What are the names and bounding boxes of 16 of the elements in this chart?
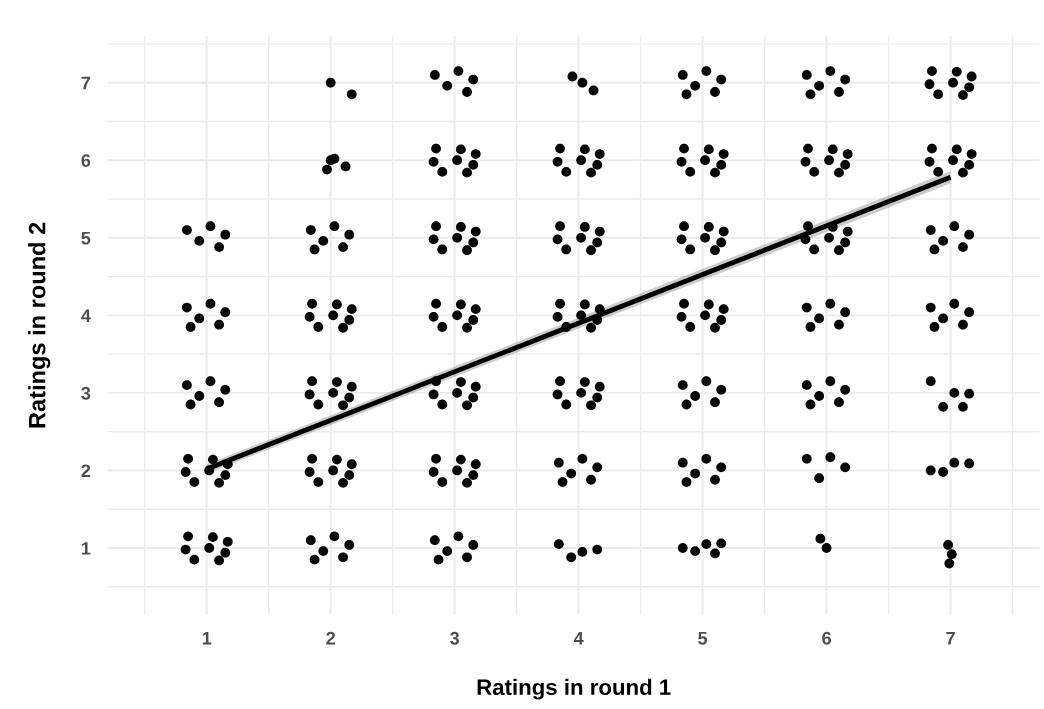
x-tick-label: 2: [326, 631, 335, 645]
x-tick-label: 6: [822, 631, 831, 645]
y-tick-label: 5: [81, 231, 91, 245]
y-tick-label: 4: [81, 309, 91, 322]
y-tick-label: 2: [81, 464, 91, 477]
x-axis-title: Ratings in round 1: [477, 678, 671, 700]
y-tick-label: 3: [81, 386, 91, 400]
x-tick-label: 5: [698, 632, 708, 645]
x-tick-label: 7: [946, 632, 955, 645]
x-tick-label: 1: [202, 632, 212, 645]
x-tick-label: 3: [450, 631, 460, 645]
x-tick-label: 4: [573, 632, 584, 645]
y-tick-label: 6: [81, 154, 91, 167]
y-tick-label: 1: [81, 542, 91, 555]
y-axis-title: Ratings in round 2: [28, 222, 51, 428]
y-tick-label: 7: [81, 76, 91, 90]
